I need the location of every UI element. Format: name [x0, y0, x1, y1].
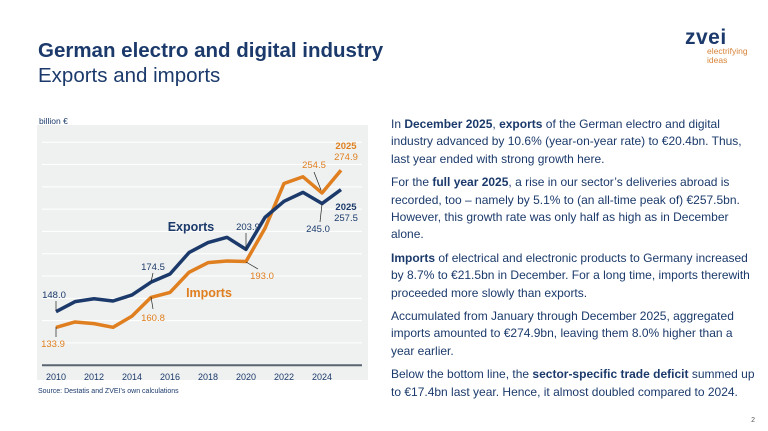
x-tick-label: 2016 — [160, 372, 180, 382]
y-axis-unit: billion € — [39, 116, 68, 126]
leader-line — [245, 261, 259, 270]
data-label: 160.8 — [141, 313, 165, 324]
x-tick-label: 2020 — [236, 372, 256, 382]
logo-wordmark: zvei — [685, 26, 727, 49]
x-tick-label: 2018 — [198, 372, 218, 382]
plot-background — [37, 125, 368, 380]
paragraph-4: Accumulated from January through Decembe… — [391, 308, 756, 360]
paragraph-2: For the full year 2025, a rise in our se… — [391, 174, 756, 244]
paragraph-3: Imports of electrical and electronic pro… — [391, 250, 756, 302]
slogan-line-1: electrifying — [707, 46, 748, 56]
page-title: German electro and digital industry — [38, 39, 384, 62]
leader-line — [319, 203, 323, 223]
data-label: 174.5 — [141, 262, 165, 273]
text-segment: sector-specific trade deficit — [532, 367, 689, 382]
page-subtitle: Exports and imports — [38, 64, 221, 87]
x-tick-label: 2022 — [274, 372, 294, 382]
text-segment: summed up to €17.4bn last year. Hence, i… — [391, 367, 755, 399]
text-segment: Below the bottom line, the — [391, 367, 533, 382]
page-number: 2 — [751, 417, 755, 424]
text-segment: December 2025 — [404, 117, 493, 131]
text-segment: full year 2025 — [432, 175, 509, 190]
data-label: 193.0 — [250, 271, 274, 282]
leader-line — [313, 171, 322, 191]
text-segment: For the — [391, 175, 433, 190]
slogan-line-2: ideas — [707, 55, 728, 65]
series-line-exports — [55, 188, 343, 314]
series-label-imports: Imports — [186, 286, 232, 300]
source-note: Source: Destatis and ZVEI's own calculat… — [38, 388, 179, 395]
logo-slogan: electrifying ideas — [707, 47, 748, 65]
x-tick-label: 2014 — [122, 372, 142, 382]
text-segment: , a rise in our sector’s deliveries abro… — [391, 175, 740, 242]
paragraph-5: Below the bottom line, the sector-specif… — [391, 366, 756, 401]
zvei-logo: zvei electrifying ideas — [685, 26, 748, 65]
data-label: 203.9 — [236, 222, 260, 233]
x-tick-label: 2012 — [84, 372, 104, 382]
text-segment: Imports — [391, 250, 436, 265]
data-label: 257.5 — [334, 213, 358, 224]
data-label: 2025 — [335, 141, 357, 152]
data-label: 254.5 — [302, 160, 326, 171]
data-label: 133.9 — [41, 339, 65, 350]
leader-line — [150, 296, 154, 310]
data-label: 148.0 — [42, 290, 66, 301]
text-segment: of electrical and electronic products to… — [391, 250, 750, 300]
series-label-exports: Exports — [168, 220, 215, 234]
data-label: 2025 — [335, 202, 357, 213]
text-segment: of the German electro and digital indust… — [391, 117, 742, 166]
paragraph-1: In December 2025, exports of the German … — [391, 116, 756, 168]
x-tick-label: 2010 — [46, 372, 66, 382]
leader-line — [150, 272, 154, 283]
text-segment: Accumulated from January through Decembe… — [391, 309, 734, 358]
text-segment: exports — [499, 117, 543, 131]
text-segment: , — [492, 117, 500, 131]
x-tick-label: 2024 — [312, 372, 332, 382]
body-text: In December 2025, exports of the German … — [391, 116, 756, 407]
text-segment: In — [391, 117, 405, 131]
series-line-imports — [55, 169, 343, 330]
data-label: 245.0 — [306, 224, 330, 235]
data-label: 274.9 — [334, 152, 358, 163]
